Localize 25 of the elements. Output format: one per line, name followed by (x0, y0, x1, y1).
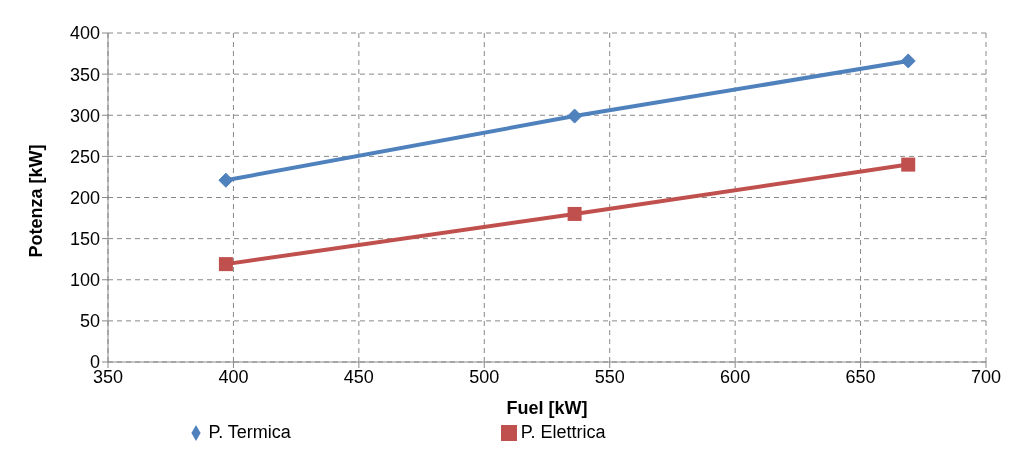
legend-label: P. Termica (208, 422, 291, 442)
x-tick-label: 450 (343, 366, 374, 387)
x-tick-label: 650 (845, 366, 876, 387)
y-tick-label: 150 (69, 229, 100, 250)
y-tick-label: 200 (69, 187, 100, 208)
point (901, 157, 916, 172)
x-tick-label: 500 (469, 366, 500, 387)
y-tick-label: 50 (79, 311, 100, 332)
legend-label: P. Elettrica (520, 422, 606, 442)
x-tick-label: 550 (594, 366, 625, 387)
point (218, 172, 234, 188)
point (900, 53, 916, 69)
y-axis-title: Potenza [kW] (26, 144, 47, 258)
y-tick-label: 300 (69, 105, 100, 126)
x-axis-title: Fuel [kW] (506, 398, 588, 418)
x-tick-label: 600 (720, 366, 751, 387)
x-tick-label: 400 (218, 366, 249, 387)
y-tick-label: 400 (69, 23, 100, 44)
y-tick-label: 250 (69, 146, 100, 167)
y-tick-label: 350 (69, 64, 100, 85)
y-tick-label: 100 (69, 270, 100, 291)
x-tick-label: 700 (970, 366, 1002, 387)
point (218, 257, 233, 272)
point (567, 108, 583, 124)
point (567, 206, 582, 221)
